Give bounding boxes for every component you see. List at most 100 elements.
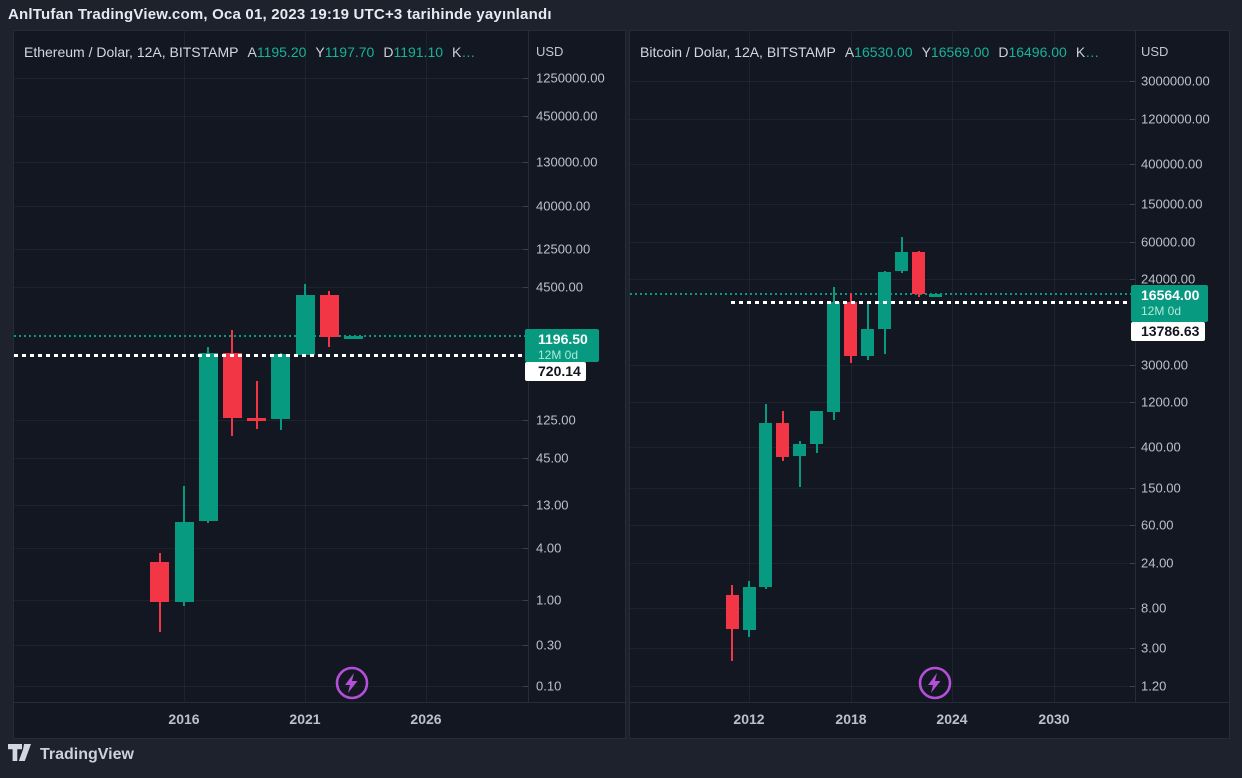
price-axis-label: 1250000.00 bbox=[536, 70, 605, 86]
chart-legend: Ethereum / Dolar, 12A, BITSTAMP A1195.20 Y… bbox=[24, 44, 475, 60]
tradingview-logo-icon[interactable] bbox=[8, 744, 31, 766]
price-axis-tick bbox=[1130, 365, 1135, 366]
price-axis-label: 150.00 bbox=[1141, 480, 1181, 496]
quote-low: D1191.10 bbox=[383, 44, 444, 60]
candle-2023 bbox=[929, 294, 942, 297]
quote-open: A16530.00 bbox=[844, 44, 913, 60]
h-gridline bbox=[630, 563, 1135, 564]
h-gridline bbox=[630, 164, 1135, 165]
v-gridline bbox=[1054, 31, 1055, 702]
candle-2023 bbox=[344, 336, 363, 339]
candle-2015 bbox=[793, 444, 806, 456]
price-axis-tick bbox=[1130, 563, 1135, 564]
price-axis-tick bbox=[523, 686, 528, 687]
price-axis-label: 24000.00 bbox=[1141, 271, 1196, 287]
candle-2016 bbox=[810, 411, 823, 444]
quote-low: D16496.00 bbox=[998, 44, 1067, 60]
price-axis-tick bbox=[523, 162, 528, 163]
h-gridline bbox=[14, 686, 528, 687]
level-line bbox=[14, 354, 528, 357]
h-gridline bbox=[14, 162, 528, 163]
price-axis-label: 12500.00 bbox=[536, 241, 591, 257]
price-axis-separator bbox=[1135, 31, 1136, 702]
price-axis-label: 3.00 bbox=[1141, 640, 1167, 656]
candle-2017 bbox=[199, 353, 218, 521]
h-gridline bbox=[14, 505, 528, 506]
h-gridline bbox=[630, 648, 1135, 649]
price-axis-tick bbox=[523, 458, 528, 459]
h-gridline bbox=[14, 548, 528, 549]
price-axis-label: 4.00 bbox=[536, 540, 562, 556]
time-axis-label: 2018 bbox=[835, 711, 867, 727]
h-gridline bbox=[630, 488, 1135, 489]
price-axis-label: 60.00 bbox=[1141, 517, 1174, 533]
candle-2022 bbox=[912, 252, 925, 294]
price-axis-label: 1200000.00 bbox=[1141, 111, 1210, 127]
h-gridline bbox=[14, 287, 528, 288]
candle-2020 bbox=[878, 272, 891, 329]
h-gridline bbox=[14, 78, 528, 79]
price-axis-tick bbox=[1130, 204, 1135, 205]
price-axis-tick bbox=[1130, 488, 1135, 489]
h-gridline bbox=[630, 204, 1135, 205]
quote-high: Y16569.00 bbox=[921, 44, 990, 60]
h-gridline bbox=[14, 645, 528, 646]
h-gridline bbox=[14, 420, 528, 421]
candle-2014 bbox=[776, 423, 789, 457]
candle-2012 bbox=[743, 587, 756, 630]
badge-countdown: 12M 0d bbox=[1141, 304, 1182, 318]
lightning-marker-icon[interactable] bbox=[916, 664, 954, 702]
current-price-line bbox=[14, 335, 528, 337]
plot-area[interactable] bbox=[630, 31, 1135, 702]
h-gridline bbox=[14, 206, 528, 207]
price-axis-tick bbox=[1130, 525, 1135, 526]
price-axis-tick bbox=[1130, 242, 1135, 243]
price-axis-label: 60000.00 bbox=[1141, 234, 1196, 250]
price-axis-tick bbox=[523, 548, 528, 549]
price-axis-label: 130000.00 bbox=[536, 154, 598, 170]
price-axis-label: 24.00 bbox=[1141, 555, 1174, 571]
ethereum-chart-panel[interactable]: Ethereum / Dolar, 12A, BITSTAMP A1195.20 Y… bbox=[14, 31, 625, 738]
quote-high: Y1197.70 bbox=[315, 44, 375, 60]
h-gridline bbox=[14, 249, 528, 250]
candle-2011 bbox=[726, 595, 739, 629]
h-gridline bbox=[630, 608, 1135, 609]
candle-2021 bbox=[296, 295, 315, 355]
price-axis-label: 0.30 bbox=[536, 637, 562, 653]
price-axis-label: 8.00 bbox=[1141, 600, 1167, 616]
price-axis-tick bbox=[1130, 648, 1135, 649]
lightning-marker-icon[interactable] bbox=[333, 664, 371, 702]
price-axis-tick bbox=[523, 116, 528, 117]
level-price-badge: 720.14 bbox=[525, 362, 586, 381]
h-gridline bbox=[630, 365, 1135, 366]
candle-2019 bbox=[861, 329, 874, 356]
candle-2021 bbox=[895, 252, 908, 271]
badge-countdown: 12M 0d bbox=[538, 348, 579, 362]
price-axis-label: 125.00 bbox=[536, 412, 576, 428]
price-axis-label: 4500.00 bbox=[536, 279, 583, 295]
candle-wick-2015 bbox=[799, 441, 801, 487]
h-gridline bbox=[14, 600, 528, 601]
price-axis-label: 450000.00 bbox=[536, 108, 598, 124]
current-price-badge: 16564.00 12M 0d bbox=[1131, 285, 1208, 322]
price-axis-label: 3000.00 bbox=[1141, 357, 1188, 373]
price-axis-tick bbox=[523, 78, 528, 79]
level-price-badge: 13786.63 bbox=[1131, 322, 1205, 341]
symbol-title: Ethereum / Dolar, 12A, BITSTAMP bbox=[24, 44, 239, 60]
v-gridline bbox=[749, 31, 750, 702]
h-gridline bbox=[630, 81, 1135, 82]
price-axis-label: 1.00 bbox=[536, 592, 562, 608]
price-axis-tick bbox=[1130, 279, 1135, 280]
candle-wick-2019 bbox=[256, 381, 258, 429]
h-gridline bbox=[630, 402, 1135, 403]
bitcoin-chart-panel[interactable]: Bitcoin / Dolar, 12A, BITSTAMP A16530.00 Y… bbox=[630, 31, 1229, 738]
candle-2015 bbox=[150, 562, 169, 602]
candle-2018 bbox=[844, 302, 857, 356]
h-gridline bbox=[630, 119, 1135, 120]
price-axis-tick bbox=[523, 287, 528, 288]
tradingview-brand-text[interactable]: TradingView bbox=[40, 746, 134, 763]
price-axis-tick bbox=[1130, 608, 1135, 609]
price-axis-label: 150000.00 bbox=[1141, 196, 1203, 212]
price-axis-label: 1.20 bbox=[1141, 678, 1167, 694]
